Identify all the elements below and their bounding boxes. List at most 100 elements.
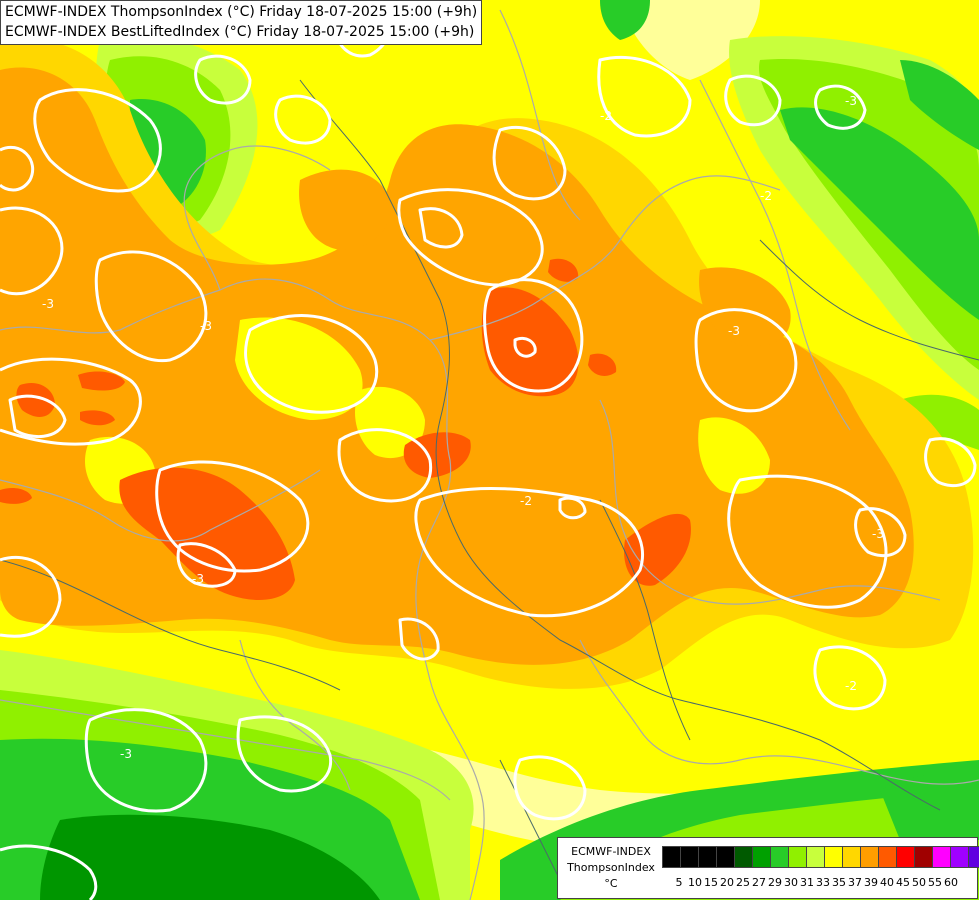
legend-swatch <box>806 846 825 868</box>
isoline <box>0 206 64 296</box>
contour-label: -3 <box>192 572 204 586</box>
field-orange <box>299 169 391 250</box>
legend-tick: 10 <box>688 876 702 889</box>
river-line <box>0 559 101 601</box>
field-pale-yellow <box>620 0 760 80</box>
border-line <box>0 278 485 900</box>
legend-tick-labels: 5 10 15 20 25 27 29 30 31 33 35 37 39 40 45 50 55 60 <box>662 876 974 890</box>
field-lime <box>900 394 979 450</box>
contour-label: -3 <box>845 94 857 108</box>
legend-swatch <box>698 846 717 868</box>
isoline <box>155 460 310 573</box>
legend-tick: 50 <box>912 876 926 889</box>
legend-swatch <box>932 846 951 868</box>
isoline <box>337 428 433 503</box>
field-red-orange <box>0 487 32 504</box>
contour-label: -2 <box>520 494 532 508</box>
border-line <box>699 79 851 431</box>
border-line <box>599 399 941 605</box>
field-dark-green <box>40 814 380 900</box>
isoline <box>176 542 237 588</box>
legend-parameter: ThompsonIndex <box>567 861 655 874</box>
map-title-box: ECMWF-INDEX ThompsonIndex (°C) Friday 18… <box>0 0 483 45</box>
title-best-lifted-index: ECMWF-INDEX BestLiftedIndex (°C) Friday … <box>5 24 475 40</box>
field-red-orange <box>548 258 579 282</box>
contour-label: -2 <box>600 109 612 123</box>
contour-label: -3 <box>872 527 884 541</box>
isoline <box>483 278 584 393</box>
border-line <box>239 639 351 791</box>
isoline <box>814 84 867 130</box>
field-green <box>780 107 979 320</box>
legend-tick: 40 <box>880 876 894 889</box>
field-green <box>600 0 650 40</box>
legend-tick: 20 <box>720 876 734 889</box>
legend-tick: 30 <box>784 876 798 889</box>
legend-tick: 27 <box>752 876 766 889</box>
legend-swatch <box>788 846 807 868</box>
isoline <box>418 207 464 249</box>
legend-color-scale <box>662 846 979 868</box>
rivers <box>0 79 979 881</box>
river-line <box>759 239 979 361</box>
legend-swatch <box>860 846 879 868</box>
legend-tick: 33 <box>816 876 830 889</box>
legend-tick: 25 <box>736 876 750 889</box>
isoline <box>724 74 782 127</box>
isoline <box>274 94 332 145</box>
isoline <box>854 507 907 558</box>
country-borders <box>0 9 979 900</box>
legend-tick: 45 <box>896 876 910 889</box>
isoline <box>0 145 35 192</box>
field-yellow <box>355 386 425 459</box>
field-red-orange <box>588 353 617 376</box>
river-line <box>99 599 341 691</box>
legend-tick: 60 <box>944 876 958 889</box>
legend-caption: ECMWF-INDEX ThompsonIndex °C <box>562 844 660 892</box>
isoline <box>8 394 67 439</box>
legend-tick: 35 <box>832 876 846 889</box>
field-red-orange <box>78 371 125 391</box>
isoline <box>398 617 440 661</box>
contour-label: -3 <box>728 324 740 338</box>
isoline <box>0 555 62 638</box>
border-line <box>0 699 451 801</box>
isoline <box>558 496 587 520</box>
legend-tick: 15 <box>704 876 718 889</box>
legend-tick: 29 <box>768 876 782 889</box>
field-red-orange <box>119 467 295 600</box>
legend-swatch <box>896 846 915 868</box>
field-red-orange <box>80 410 115 426</box>
isoline <box>513 755 587 821</box>
river-line <box>599 499 691 741</box>
legend-swatch <box>734 846 753 868</box>
isoline <box>194 54 252 105</box>
legend-model: ECMWF-INDEX <box>571 845 651 858</box>
legend-swatch <box>824 846 843 868</box>
border-line <box>0 469 321 542</box>
isoline <box>0 844 98 900</box>
contour-label: -3 <box>200 319 212 333</box>
legend-swatch <box>878 846 897 868</box>
isoline <box>924 437 977 488</box>
isoline <box>33 88 162 193</box>
isoline <box>414 486 645 618</box>
title-thompson-index: ECMWF-INDEX ThompsonIndex (°C) Friday 18… <box>5 4 478 20</box>
field-orange <box>699 267 791 347</box>
isoline <box>597 55 692 138</box>
isoline <box>236 715 333 793</box>
legend-tick: 55 <box>928 876 942 889</box>
river-line <box>499 759 561 881</box>
isoline <box>694 308 798 413</box>
legend-tick: 39 <box>864 876 878 889</box>
border-line <box>499 9 581 221</box>
isoline <box>244 314 379 414</box>
field-red-orange <box>16 382 55 417</box>
legend-unit: °C <box>604 877 618 890</box>
contour-label: -3 <box>42 297 54 311</box>
contour-labels: -3 -2 -3 -2 -3 -3 -3 -2 -3 -3 -2 <box>42 94 884 761</box>
legend-swatch <box>914 846 933 868</box>
isoline <box>813 645 887 711</box>
isoline <box>513 336 537 358</box>
river-line <box>299 79 381 181</box>
